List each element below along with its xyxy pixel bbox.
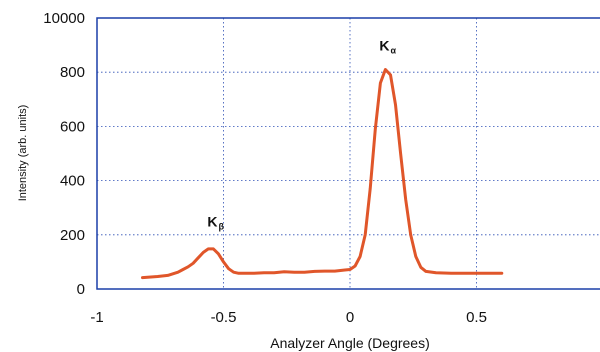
plot-area xyxy=(96,17,600,290)
series-line xyxy=(141,68,504,280)
x-axis-ticks: -1 -0.5 0 0.5 xyxy=(90,309,487,326)
peak-label: Kβ xyxy=(207,214,224,232)
y-tick-label: 0 xyxy=(77,281,85,298)
y-tick-label: 800 xyxy=(60,64,85,81)
x-tick-label: -0.5 xyxy=(211,309,237,326)
y-tick-label: 600 xyxy=(60,118,85,135)
x-tick-label: -1 xyxy=(90,309,103,326)
x-tick-label: 0 xyxy=(346,309,354,326)
y-tick-label: 200 xyxy=(60,227,85,244)
x-tick-label: 0.5 xyxy=(466,309,487,326)
y-tick-label: 10000 xyxy=(43,10,85,27)
x-axis-label: Analyzer Angle (Degrees) xyxy=(270,335,430,351)
peak-label: Kα xyxy=(379,38,396,56)
grid-lines xyxy=(97,18,600,289)
y-tick-label: 400 xyxy=(60,173,85,190)
y-axis-label: Intensity (arb. units) xyxy=(17,105,29,202)
y-axis-ticks: 0 200 400 600 800 10000 xyxy=(43,10,85,298)
